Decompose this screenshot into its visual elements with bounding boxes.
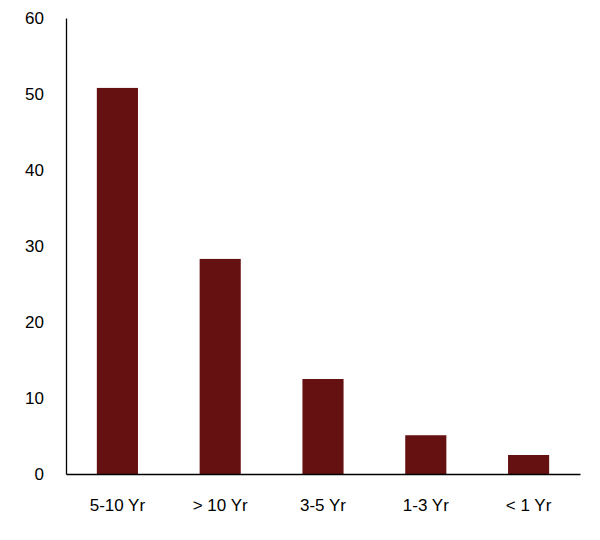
x-tick-label: < 1 Yr [506, 496, 552, 515]
x-tick: 1-3 Yr [403, 496, 449, 515]
x-tick-label: 3-5 Yr [300, 496, 346, 515]
x-axis: 5-10 Yr > 10 Yr 3-5 Yr 1-3 Yr < 1 Yr [67, 475, 581, 516]
x-tick-label: > 10 Yr [193, 496, 248, 515]
x-tick: < 1 Yr [506, 496, 552, 515]
y-axis: 0 10 20 30 40 50 60 [25, 9, 66, 484]
bar [200, 259, 241, 474]
x-tick-label: 1-3 Yr [403, 496, 449, 515]
y-axis-line [66, 19, 67, 475]
bar [302, 379, 343, 474]
y-tick: 40 [25, 161, 66, 180]
x-tick-label: 5-10 Yr [90, 496, 146, 515]
bar [97, 88, 138, 474]
chart: 0 10 20 30 40 50 60 5-10 Yr > 10 Yr 3-5 Yr 1-3 Yr <… [0, 0, 600, 540]
bar [405, 435, 446, 474]
y-tick-label: 0 [35, 465, 44, 484]
y-tick: 60 [25, 9, 66, 28]
y-tick: 0 [35, 465, 66, 484]
x-axis-line [67, 474, 581, 475]
y-tick: 50 [25, 85, 66, 104]
x-tick: > 10 Yr [193, 496, 248, 515]
y-tick: 20 [25, 313, 66, 332]
y-tick-label: 40 [25, 161, 44, 180]
y-tick-label: 60 [25, 9, 44, 28]
bars [97, 88, 549, 474]
y-tick: 30 [25, 237, 66, 256]
y-tick-label: 20 [25, 313, 44, 332]
y-tick-label: 30 [25, 237, 44, 256]
y-tick-label: 50 [25, 85, 44, 104]
bar [508, 455, 549, 474]
x-tick: 3-5 Yr [300, 496, 346, 515]
x-tick: 5-10 Yr [90, 496, 146, 515]
y-tick: 10 [25, 389, 66, 408]
y-tick-label: 10 [25, 389, 44, 408]
